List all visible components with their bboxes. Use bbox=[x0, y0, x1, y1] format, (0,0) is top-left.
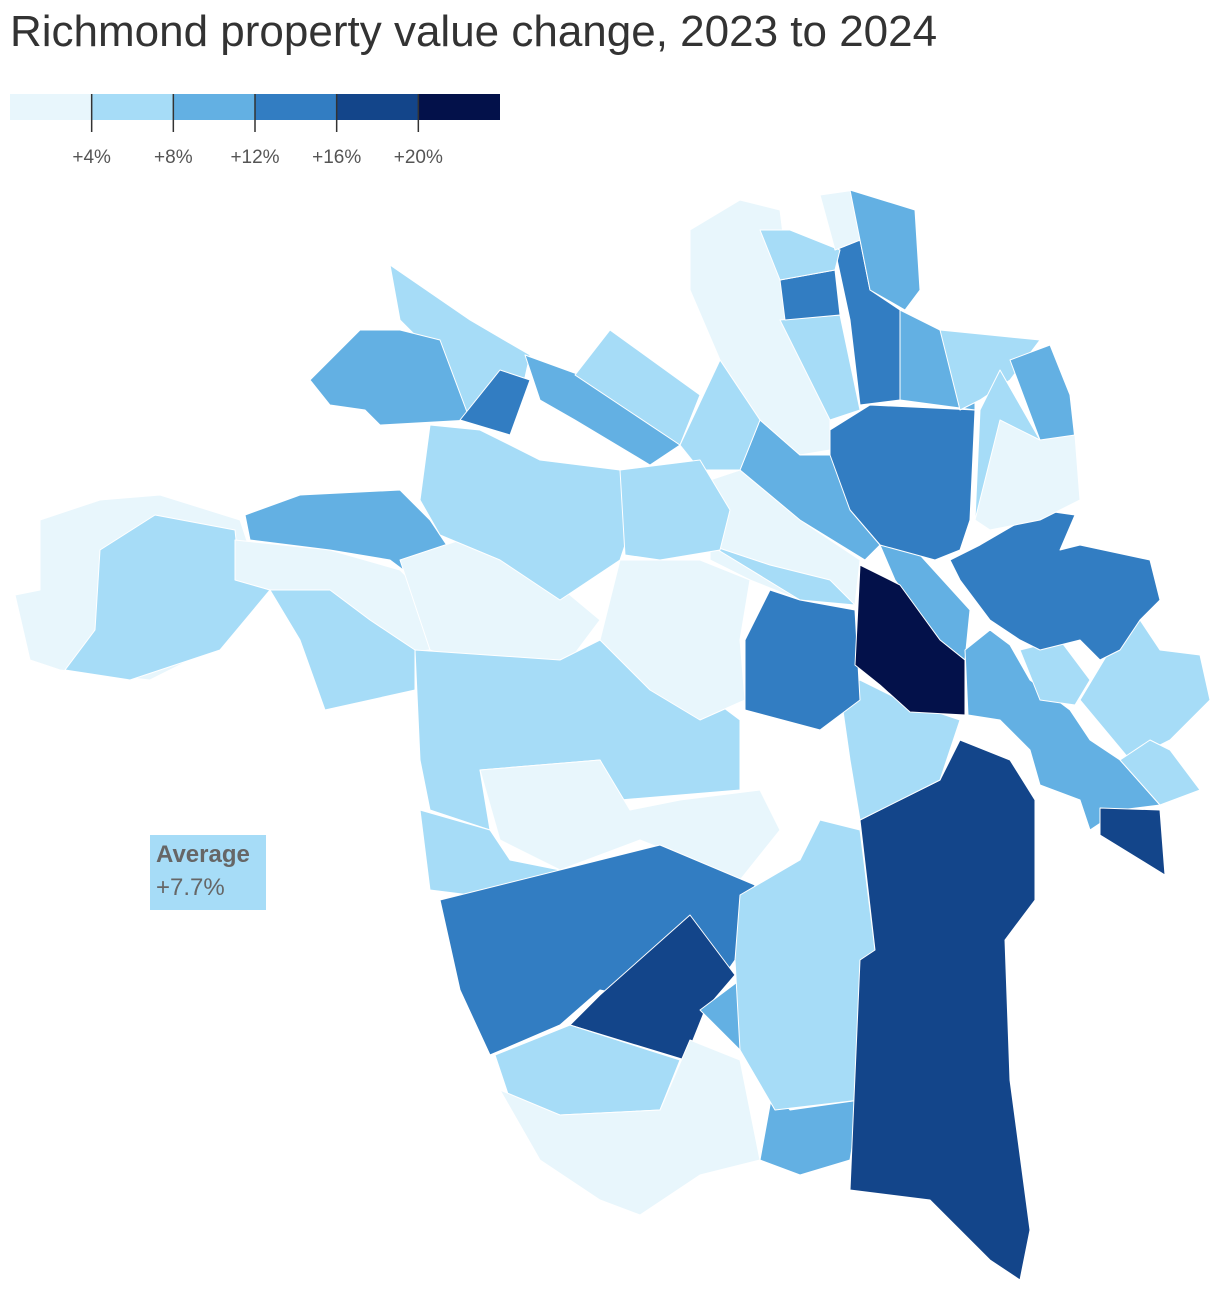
legend-tick-label: +4% bbox=[72, 147, 111, 168]
district bbox=[964, 629, 1161, 831]
annotation-label: Average bbox=[156, 841, 250, 868]
legend-swatch bbox=[336, 94, 419, 120]
district bbox=[744, 589, 861, 731]
district bbox=[574, 329, 701, 446]
district bbox=[709, 544, 856, 606]
annotation: Average +7.7% bbox=[150, 835, 266, 910]
legend-swatch bbox=[255, 94, 337, 120]
district bbox=[1119, 739, 1201, 806]
legend-tick-label: +8% bbox=[154, 147, 193, 168]
district bbox=[619, 459, 731, 561]
district bbox=[1099, 807, 1166, 876]
district bbox=[269, 589, 416, 711]
legend-tick-label: +12% bbox=[230, 147, 279, 168]
district bbox=[759, 229, 841, 281]
district bbox=[974, 419, 1081, 531]
legend-tick-label: +20% bbox=[394, 147, 443, 168]
legend: +4% +8% +12% +16% +20% bbox=[10, 94, 500, 168]
legend-tick-label: +16% bbox=[312, 147, 361, 168]
annotation-value: +7.7% bbox=[156, 874, 225, 901]
chart-title: Richmond property value change, 2023 to … bbox=[10, 7, 937, 56]
district bbox=[839, 679, 961, 821]
district bbox=[479, 759, 781, 881]
annotation-box bbox=[150, 835, 266, 910]
legend-swatch bbox=[91, 94, 174, 120]
district bbox=[64, 514, 271, 681]
district bbox=[939, 329, 1041, 411]
district bbox=[849, 739, 1036, 1281]
legend-swatch bbox=[10, 94, 92, 120]
district bbox=[1009, 344, 1076, 441]
district bbox=[734, 819, 876, 1111]
district bbox=[854, 564, 966, 716]
map bbox=[14, 189, 1211, 1281]
legend-swatch bbox=[418, 94, 500, 120]
district bbox=[459, 369, 531, 436]
district bbox=[949, 509, 1161, 661]
legend-swatch bbox=[173, 94, 255, 120]
district bbox=[689, 199, 831, 456]
district bbox=[419, 424, 641, 601]
district bbox=[849, 189, 921, 311]
